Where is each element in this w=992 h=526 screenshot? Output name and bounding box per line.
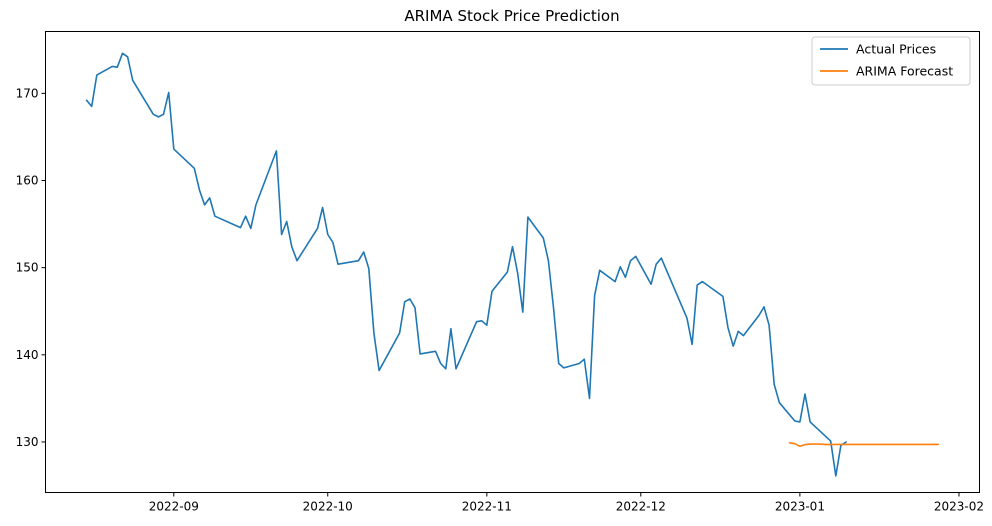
series-layer <box>85 52 940 477</box>
legend: Actual Prices ARIMA Forecast <box>811 36 971 86</box>
x-tick-label: 2022-10 <box>303 500 353 514</box>
legend-box <box>811 36 971 86</box>
x-tick-label: 2022-11 <box>462 500 512 514</box>
y-tick-label: 150 <box>16 261 39 275</box>
y-axis: 130 140 150 160 170 <box>16 86 46 449</box>
legend-label-0: Actual Prices <box>856 42 936 57</box>
series-line-1 <box>788 441 940 448</box>
x-tick-label: 2022-09 <box>149 500 199 514</box>
y-tick-label: 160 <box>16 174 39 188</box>
y-tick-label: 140 <box>16 348 39 362</box>
x-tick-label: 2023-02 <box>934 500 984 514</box>
x-tick-label: 2023-01 <box>775 500 825 514</box>
plot-frame <box>45 31 980 493</box>
legend-label-1: ARIMA Forecast <box>856 64 953 79</box>
series-line-0 <box>85 52 847 477</box>
y-tick-label: 130 <box>16 435 39 449</box>
x-axis: 2022-09 2022-10 2022-11 2022-12 2023-01 2023-… <box>149 492 984 514</box>
x-tick-label: 2022-12 <box>616 500 666 514</box>
y-tick-label: 170 <box>16 86 39 100</box>
chart-title: ARIMA Stock Price Prediction <box>404 7 619 25</box>
